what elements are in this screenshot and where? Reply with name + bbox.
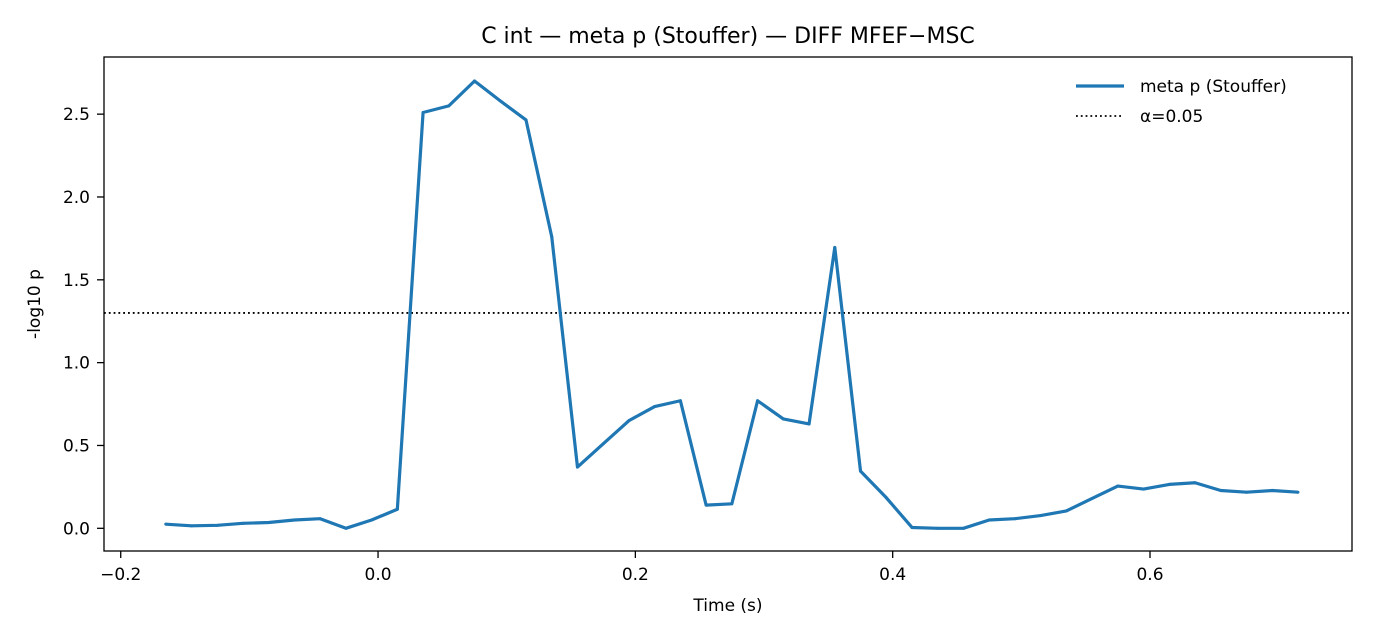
- y-tick-label: 0.5: [63, 436, 90, 456]
- data-point: [292, 518, 296, 522]
- data-point: [215, 523, 219, 527]
- series-line: [165, 79, 1299, 530]
- y-tick-label: 0.0: [63, 519, 90, 539]
- data-point: [833, 246, 837, 250]
- x-tick-label: 0.4: [879, 565, 906, 585]
- legend-label: α=0.05: [1140, 107, 1203, 127]
- chart-title: C int — meta p (Stouffer) — DIFF MFEF−MS…: [481, 24, 975, 49]
- plot-frame: [103, 56, 1353, 552]
- x-tick-label: 0.6: [1136, 565, 1163, 585]
- data-point: [859, 469, 863, 473]
- plot-area: [104, 79, 1352, 530]
- data-point: [1142, 487, 1146, 491]
- data-point: [1193, 481, 1197, 485]
- data-point: [189, 524, 193, 528]
- data-point: [1219, 489, 1223, 493]
- data-point: [961, 526, 965, 530]
- data-point: [344, 526, 348, 530]
- data-point: [473, 79, 477, 83]
- data-point: [601, 442, 605, 446]
- data-point: [524, 118, 528, 122]
- y-axis: 0.0 0.5 1.0 1.5 2.0 2.5: [63, 105, 104, 539]
- legend-label: meta p (Stouffer): [1140, 77, 1287, 97]
- data-point: [1296, 490, 1300, 494]
- data-point: [1039, 514, 1043, 518]
- data-point: [1270, 489, 1274, 493]
- y-tick-label: 2.0: [63, 188, 90, 208]
- data-point: [318, 517, 322, 521]
- data-point: [884, 496, 888, 500]
- x-tick-label: 0.2: [622, 565, 649, 585]
- x-tick-label: −0.2: [100, 565, 141, 585]
- y-axis-label: -log10 p: [25, 269, 45, 339]
- data-point: [781, 417, 785, 421]
- y-tick-label: 1.5: [63, 271, 90, 291]
- data-point: [1244, 490, 1248, 494]
- data-point: [550, 235, 554, 239]
- data-point: [1013, 517, 1017, 521]
- x-axis: −0.2 0.0 0.2 0.4 0.6: [100, 551, 1164, 585]
- data-point: [910, 525, 914, 529]
- data-point: [1090, 496, 1094, 500]
- y-tick-label: 2.5: [63, 105, 90, 125]
- data-point: [498, 99, 502, 103]
- data-point: [756, 399, 760, 403]
- data-point: [936, 526, 940, 530]
- data-point: [1064, 509, 1068, 513]
- data-point: [267, 521, 271, 525]
- data-point: [704, 503, 708, 507]
- data-point: [653, 405, 657, 409]
- y-tick-label: 1.0: [63, 354, 90, 374]
- data-point: [730, 502, 734, 506]
- data-point: [395, 507, 399, 511]
- data-point: [627, 419, 631, 423]
- data-point: [1167, 482, 1171, 486]
- data-point: [575, 465, 579, 469]
- data-point: [164, 522, 168, 526]
- data-point: [241, 521, 245, 525]
- x-axis-label: Time (s): [692, 596, 762, 616]
- data-point: [421, 110, 425, 114]
- data-point: [987, 518, 991, 522]
- legend: meta p (Stouffer) α=0.05: [1076, 77, 1287, 127]
- data-point: [447, 104, 451, 108]
- x-tick-label: 0.0: [365, 565, 392, 585]
- data-point: [370, 518, 374, 522]
- data-point: [807, 422, 811, 426]
- data-point: [678, 399, 682, 403]
- data-point: [1116, 484, 1120, 488]
